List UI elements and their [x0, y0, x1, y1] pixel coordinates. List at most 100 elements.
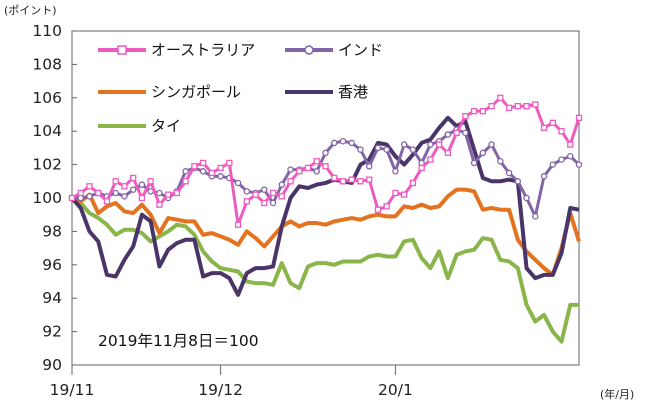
series-marker	[401, 191, 408, 198]
series-marker	[199, 168, 207, 175]
series-marker	[269, 199, 277, 207]
series-marker	[462, 129, 469, 137]
series-marker	[497, 158, 504, 165]
series-marker	[357, 178, 364, 185]
series-marker	[462, 113, 469, 120]
series-marker	[532, 213, 539, 220]
series-marker	[505, 169, 513, 177]
series-marker	[400, 141, 408, 148]
y-tick-label: 94	[42, 289, 62, 307]
series-marker	[514, 178, 522, 185]
legend-label: オーストラリア	[151, 41, 255, 59]
series-marker	[199, 159, 207, 167]
y-tick-label: 108	[32, 55, 62, 73]
series-marker	[130, 174, 137, 182]
series-marker	[243, 198, 250, 205]
y-tick-label: 100	[32, 189, 62, 207]
x-axis-label: (年/月)	[600, 387, 634, 401]
series-marker	[435, 141, 443, 148]
series-marker	[226, 159, 233, 167]
series-marker	[514, 103, 521, 110]
y-tick-label: 96	[42, 256, 62, 274]
series-marker	[234, 221, 242, 228]
series-line	[71, 187, 581, 277]
series-marker	[392, 168, 399, 175]
series-group	[71, 196, 579, 344]
series-marker	[147, 178, 154, 185]
legend-item: 香港	[285, 83, 368, 101]
series-marker	[217, 164, 224, 172]
series-marker	[523, 194, 530, 202]
series-marker	[121, 193, 128, 200]
series-marker	[296, 168, 303, 175]
series-marker	[86, 193, 93, 200]
legend-label: 香港	[338, 83, 368, 101]
series-marker	[191, 163, 198, 170]
series-marker	[287, 178, 294, 185]
x-tick-label: 19/11	[50, 381, 95, 399]
series-marker	[322, 163, 329, 170]
series-marker	[243, 188, 251, 195]
series-marker	[339, 137, 347, 145]
legend-item: シンガポール	[98, 83, 241, 101]
series-marker	[409, 179, 417, 187]
series-marker	[444, 149, 452, 157]
series-marker	[103, 198, 111, 205]
series-marker	[129, 186, 137, 193]
series-marker	[374, 144, 382, 152]
y-tick-label: 98	[42, 222, 62, 240]
series-marker	[121, 183, 128, 190]
series-marker	[208, 169, 216, 177]
series-marker	[261, 186, 268, 193]
series-marker	[558, 128, 565, 135]
series-marker	[173, 189, 181, 197]
series-marker	[427, 141, 434, 148]
series-marker	[383, 146, 390, 153]
series-marker	[575, 161, 583, 168]
baseline-annotation: 2019年11月8日＝100	[98, 332, 259, 350]
legend-item: インド	[285, 41, 383, 59]
series-marker	[453, 129, 460, 137]
series-marker	[77, 194, 84, 202]
series-marker	[165, 191, 172, 198]
series-marker	[540, 124, 548, 132]
series-marker	[322, 149, 329, 157]
series-marker	[278, 181, 286, 188]
series-marker	[348, 176, 355, 183]
legend-item: オーストラリア	[98, 41, 255, 59]
legend-marker	[117, 45, 127, 55]
series-marker	[558, 156, 565, 163]
series-marker	[278, 193, 285, 200]
series-marker	[392, 189, 399, 197]
series-marker	[549, 119, 556, 126]
series-group	[70, 115, 580, 297]
series-marker	[86, 183, 93, 190]
series-group	[68, 126, 583, 220]
series-marker	[138, 194, 146, 202]
y-tick-label: 104	[32, 122, 62, 140]
series-marker	[68, 194, 76, 202]
series-marker	[234, 179, 242, 187]
series-marker	[313, 168, 321, 175]
series-marker	[366, 176, 373, 183]
series-marker	[156, 201, 163, 208]
series-marker	[261, 199, 268, 207]
series-marker	[549, 161, 557, 168]
plot-area	[71, 30, 580, 366]
series-marker	[488, 103, 495, 110]
y-tick-label: 110	[32, 22, 62, 40]
x-tick-label: 19/12	[198, 381, 243, 399]
series-marker	[470, 159, 478, 167]
series-marker	[418, 164, 425, 172]
series-marker	[287, 166, 294, 173]
series-marker	[497, 94, 504, 101]
series-marker	[112, 189, 119, 197]
x-tick-label: 20/1	[378, 381, 413, 399]
y-tick-label: 102	[32, 156, 62, 174]
y-tick-label: 90	[42, 356, 62, 374]
series-marker	[427, 156, 434, 163]
series-marker	[444, 131, 452, 138]
series-marker	[331, 174, 338, 182]
series-marker	[567, 141, 574, 148]
